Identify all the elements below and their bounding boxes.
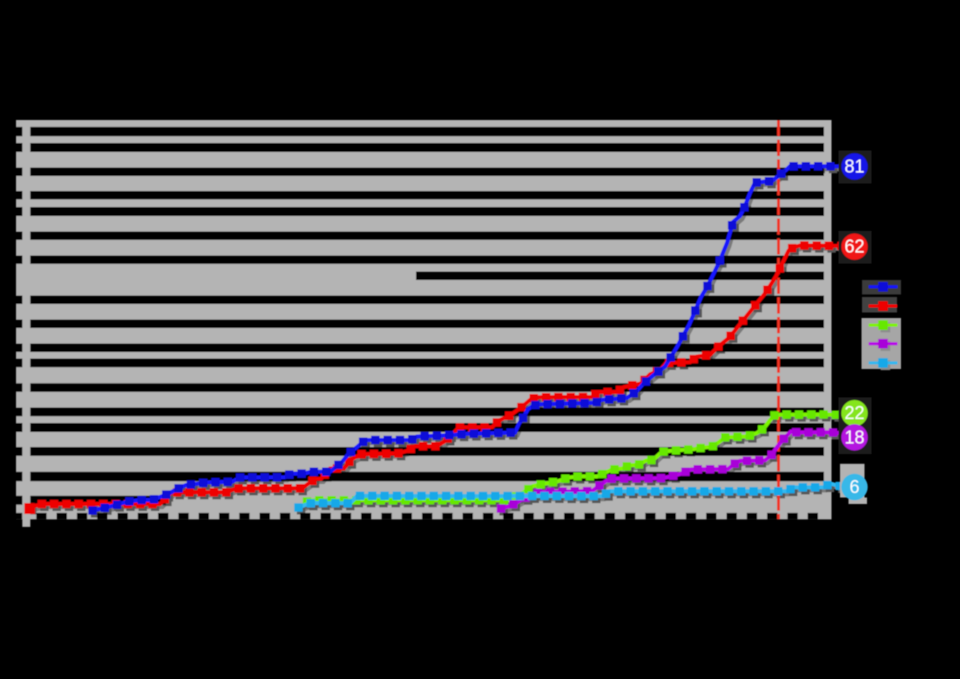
svg-text:81: 81: [844, 157, 864, 177]
svg-text:22: 22: [844, 403, 864, 423]
svg-text:62: 62: [844, 237, 864, 257]
svg-text:18: 18: [844, 427, 864, 447]
svg-text:6: 6: [849, 477, 859, 497]
